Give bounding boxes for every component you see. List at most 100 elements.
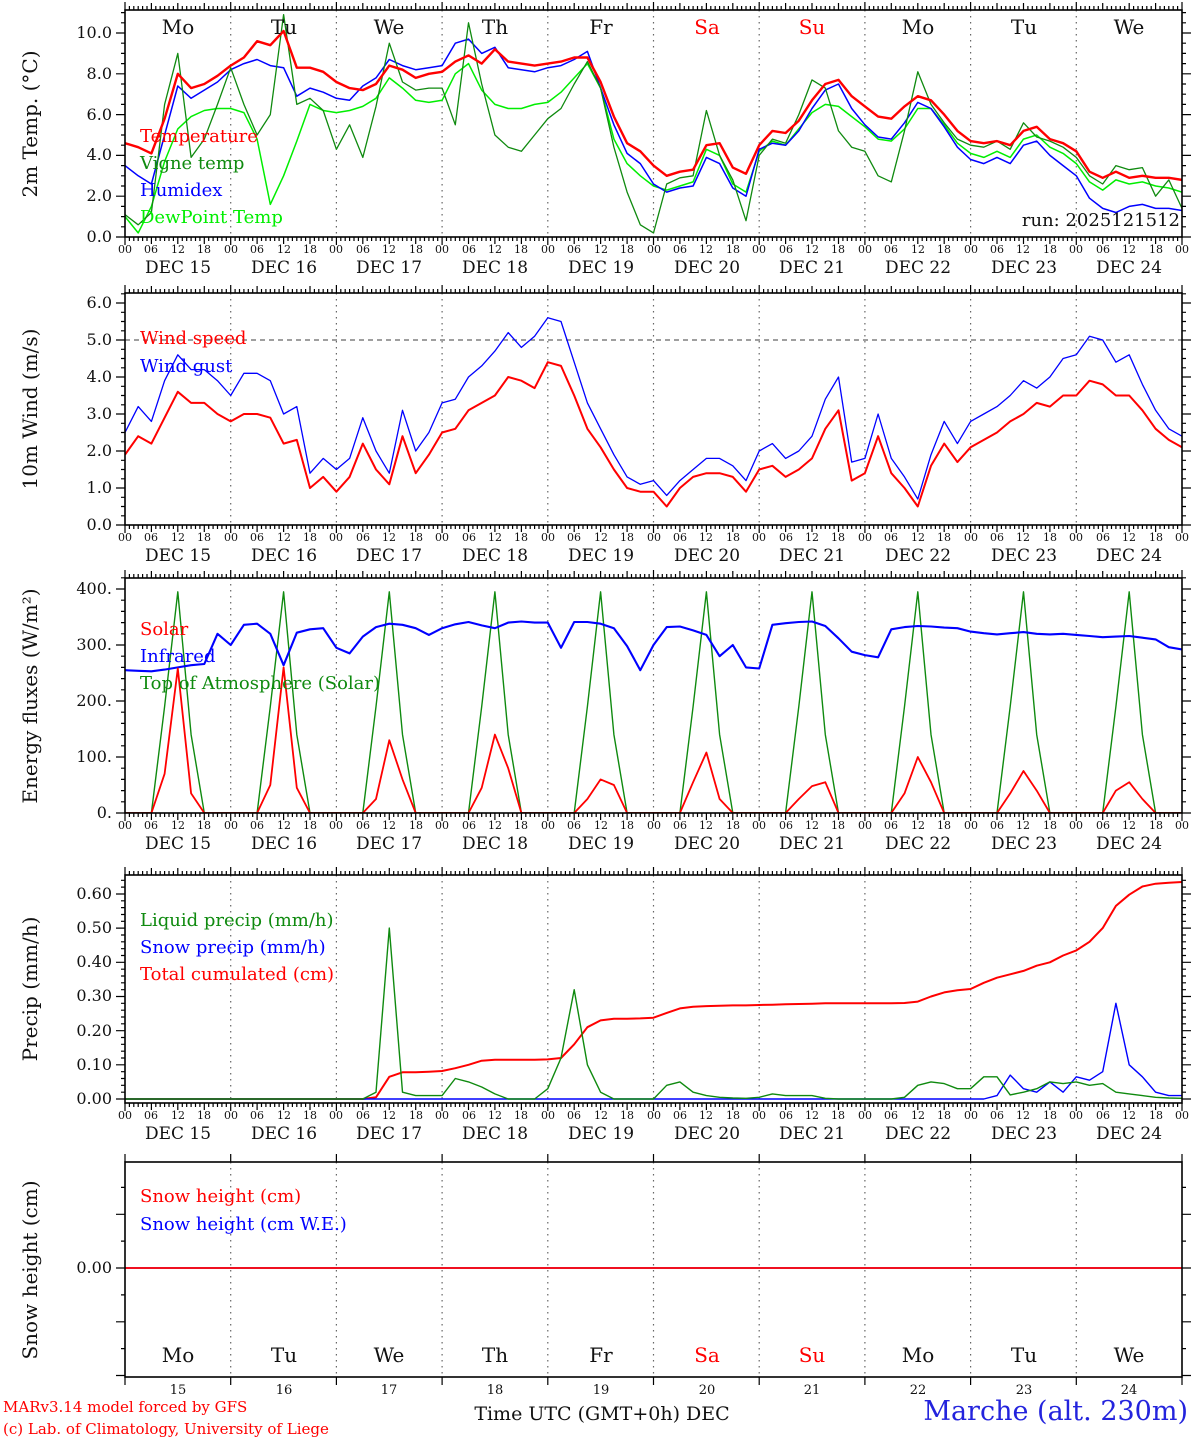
hour-label: 12 <box>911 531 925 544</box>
y-tick-label: 300. <box>76 635 112 654</box>
hour-label: 00 <box>858 531 872 544</box>
hour-label: 06 <box>567 531 581 544</box>
y-tick-label: 0.40 <box>76 952 112 971</box>
date-label: DEC 16 <box>250 546 318 566</box>
series-line <box>125 38 1182 214</box>
date-label: DEC 24 <box>1095 834 1163 854</box>
date-label: DEC 22 <box>884 258 952 278</box>
hour-label: 00 <box>118 819 132 832</box>
hour-label: 12 <box>1016 1109 1030 1122</box>
legend-item: Total cumulated (cm) <box>140 964 335 985</box>
date-label: DEC 24 <box>1095 1124 1163 1144</box>
hour-label: 18 <box>937 531 951 544</box>
hour-label: 06 <box>884 531 898 544</box>
date-label: DEC 15 <box>144 834 212 854</box>
hour-label: 06 <box>462 819 476 832</box>
date-label: DEC 18 <box>461 258 529 278</box>
date-label: DEC 17 <box>355 258 423 278</box>
y-tick-label: 0.50 <box>76 918 112 937</box>
hour-label: 00 <box>752 1109 766 1122</box>
hour-label: 00 <box>1175 243 1189 256</box>
hour-label: 18 <box>197 243 211 256</box>
date-label: DEC 18 <box>461 546 529 566</box>
yaxis-title-snowheight: Snow height (cm) <box>18 1180 42 1360</box>
legend-item: Infrared <box>140 646 216 667</box>
hour-label: 18 <box>620 819 634 832</box>
yaxis-title-wind: 10m Wind (m/s) <box>18 328 42 490</box>
panel-temp2m <box>116 2 1191 245</box>
date-label: DEC 19 <box>567 1124 635 1144</box>
hour-label: 00 <box>964 819 978 832</box>
hour-label: 00 <box>647 243 661 256</box>
y-tick-label: 0.60 <box>76 884 112 903</box>
hour-label: 18 <box>726 819 740 832</box>
yaxis-title-temperature: 2m Temp. (°C) <box>18 50 42 198</box>
day-name-label: Tu <box>1010 1343 1038 1367</box>
day-name-label: Mo <box>901 1343 935 1367</box>
day-num-label: 21 <box>803 1383 821 1398</box>
hour-label: 18 <box>514 819 528 832</box>
date-label: DEC 23 <box>990 834 1058 854</box>
hour-label: 00 <box>647 1109 661 1122</box>
series-line <box>125 13 1182 234</box>
hour-label: 12 <box>594 243 608 256</box>
hour-label: 06 <box>462 1109 476 1122</box>
date-label: DEC 19 <box>567 834 635 854</box>
date-label: DEC 15 <box>144 1124 212 1144</box>
date-label: DEC 16 <box>250 834 318 854</box>
y-tick-label: 0.00 <box>76 1089 112 1108</box>
day-num-label: 19 <box>592 1383 610 1398</box>
hour-label: 12 <box>699 819 713 832</box>
date-label: DEC 23 <box>990 1124 1058 1144</box>
date-label: DEC 22 <box>884 1124 952 1144</box>
series-line <box>125 927 1182 1100</box>
hour-label: 00 <box>1069 243 1083 256</box>
hour-label: 18 <box>514 1109 528 1122</box>
legend-item: Top of Atmosphere (Solar) <box>140 673 381 694</box>
hour-label: 12 <box>171 1109 185 1122</box>
hour-label: 00 <box>118 531 132 544</box>
hour-label: 00 <box>329 243 343 256</box>
y-tick-label: 4.0 <box>86 367 112 386</box>
hour-label: 06 <box>884 1109 898 1122</box>
hour-label: 00 <box>1175 531 1189 544</box>
date-label: DEC 20 <box>673 1124 741 1144</box>
day-name-label: Sa <box>694 1343 720 1367</box>
hour-label: 18 <box>197 531 211 544</box>
hour-label: 18 <box>514 243 528 256</box>
hour-label: 00 <box>541 243 555 256</box>
hour-label: 18 <box>831 531 845 544</box>
hour-label: 06 <box>990 243 1004 256</box>
hour-label: 12 <box>488 243 502 256</box>
yaxis-title-precip: Precip (mm/h) <box>18 916 42 1062</box>
hour-label: 12 <box>594 819 608 832</box>
hour-label: 18 <box>197 819 211 832</box>
date-label: DEC 21 <box>778 834 846 854</box>
day-name-label: Fr <box>589 1343 613 1367</box>
hour-label: 18 <box>726 1109 740 1122</box>
day-num-label: 17 <box>380 1383 398 1398</box>
hour-label: 18 <box>620 243 634 256</box>
hour-label: 18 <box>1043 243 1057 256</box>
series-line <box>125 317 1182 500</box>
day-name-label: We <box>373 1343 405 1367</box>
date-label: DEC 22 <box>884 834 952 854</box>
hour-label: 18 <box>1149 819 1163 832</box>
hour-label: 00 <box>224 243 238 256</box>
hour-label: 00 <box>964 531 978 544</box>
hour-label: 06 <box>673 819 687 832</box>
hour-label: 18 <box>1043 819 1057 832</box>
hour-label: 18 <box>937 819 951 832</box>
legend-item: Humidex <box>140 180 223 201</box>
day-name-label: Mo <box>161 15 195 39</box>
credit-lab-line: (c) Lab. of Climatology, University of L… <box>3 1420 329 1438</box>
hour-label: 00 <box>118 1109 132 1122</box>
hour-label: 06 <box>1096 1109 1110 1122</box>
hour-label: 00 <box>964 243 978 256</box>
day-name-label: We <box>1113 15 1145 39</box>
hour-label: 06 <box>356 531 370 544</box>
hour-label: 18 <box>303 243 317 256</box>
hour-label: 12 <box>805 243 819 256</box>
date-label: DEC 20 <box>673 258 741 278</box>
day-name-label: Th <box>481 1343 509 1367</box>
